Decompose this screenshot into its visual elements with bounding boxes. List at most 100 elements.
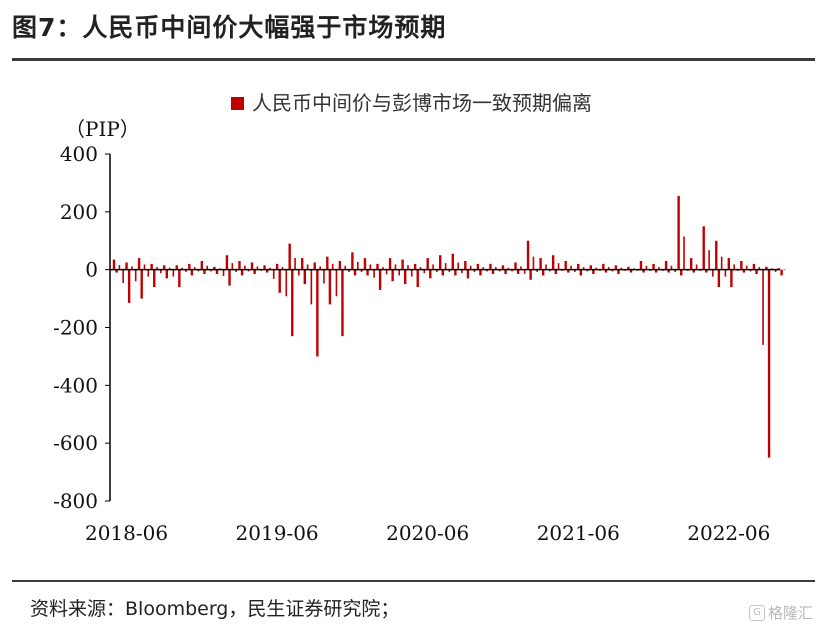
bar-negative <box>298 269 300 276</box>
bar-positive <box>319 266 321 270</box>
bar-negative <box>328 269 332 305</box>
bar-positive <box>740 260 743 270</box>
bar-positive <box>457 262 459 270</box>
bar-negative <box>122 269 124 283</box>
x-tick-label: 2019-06 <box>236 521 319 545</box>
bar-negative <box>228 269 231 286</box>
bar-positive <box>394 264 397 270</box>
bar-positive <box>758 267 761 270</box>
bar-negative <box>473 269 476 272</box>
bar-negative <box>617 269 620 275</box>
bar-positive <box>306 264 309 270</box>
bar-negative <box>504 269 507 275</box>
figure-title: 图7：人民币中间价大幅强于市场预期 <box>12 13 447 42</box>
bar-negative <box>410 269 413 277</box>
bar-negative <box>654 269 658 273</box>
bar-negative <box>742 269 746 273</box>
bar-positive <box>469 265 472 270</box>
bar-positive <box>444 263 447 270</box>
bar-negative <box>774 269 777 272</box>
bar-negative <box>235 269 237 272</box>
bar-positive <box>193 267 196 270</box>
bar-positive <box>545 264 547 270</box>
bar-negative <box>278 269 281 293</box>
bar-negative <box>416 269 419 288</box>
bar-negative <box>466 269 470 279</box>
watermark: G 格隆汇 <box>748 602 813 623</box>
bar-positive <box>238 260 241 270</box>
bar-positive <box>281 267 284 270</box>
bar-positive <box>451 253 454 270</box>
bar-negative <box>423 269 426 274</box>
bar-positive <box>733 264 736 270</box>
bar-negative <box>767 269 771 458</box>
y-axis-ticks: 400 200 0 -200 -400 -600 -800 <box>53 142 110 513</box>
legend-label: 人民币中间价与彭博市场一致预期偏离 <box>252 91 592 115</box>
bar-negative <box>373 269 375 278</box>
bar-positive <box>677 195 680 270</box>
bar-positive <box>231 263 234 270</box>
bar-positive <box>489 263 492 270</box>
bar-positive <box>577 263 580 270</box>
source-note: 资料来源：Bloomberg，民生证券研究院； <box>30 598 400 620</box>
bar-negative <box>378 269 382 290</box>
bar-negative <box>190 269 194 276</box>
bar-negative <box>353 269 357 276</box>
bar-positive <box>131 266 133 270</box>
bar-negative <box>115 269 118 273</box>
bar-positive <box>720 256 723 270</box>
y-tick-label: 0 <box>85 258 98 282</box>
bar-positive <box>356 261 359 270</box>
bar-positive <box>156 267 158 270</box>
y-tick-label: -600 <box>53 431 98 455</box>
bar-negative <box>667 269 670 273</box>
bar-negative <box>611 269 614 272</box>
bar-negative <box>165 269 168 279</box>
bar-negative <box>360 269 363 272</box>
bar-negative <box>712 269 714 277</box>
bar-negative <box>147 269 150 277</box>
bar-negative <box>341 269 344 337</box>
bar-negative <box>441 269 445 276</box>
bar-positive <box>520 266 522 270</box>
bar-positive <box>118 265 121 270</box>
bar-positive <box>752 263 756 270</box>
bar-negative <box>604 269 608 273</box>
bar-positive <box>407 265 409 270</box>
bar-negative <box>536 269 539 272</box>
bar-positive <box>206 265 209 270</box>
bar-negative <box>247 269 250 272</box>
bar-negative <box>579 269 583 276</box>
bar-positive <box>363 258 367 270</box>
bar-negative <box>516 269 520 275</box>
bar-negative <box>140 269 143 299</box>
bar-positive <box>727 258 731 270</box>
y-tick-label: 200 <box>60 200 98 224</box>
bar-negative <box>403 269 407 285</box>
bar-negative <box>178 269 181 288</box>
bar-positive <box>627 266 630 270</box>
bar-positive <box>263 265 266 270</box>
bar-negative <box>692 269 695 273</box>
bar-negative <box>210 269 212 272</box>
bar-positive <box>476 263 480 270</box>
bar-negative <box>491 269 495 275</box>
bar-positive <box>501 265 505 270</box>
legend-swatch <box>231 97 244 110</box>
bar-positive <box>715 240 718 270</box>
bar-positive <box>200 260 204 270</box>
bar-positive <box>401 259 404 270</box>
bar-positive <box>250 262 254 270</box>
bar-positive <box>225 255 229 270</box>
bar-negative <box>310 269 313 305</box>
bar-positive <box>783 269 786 270</box>
bar-negative <box>159 269 162 274</box>
bar-negative <box>240 269 244 276</box>
y-tick-label: -200 <box>53 316 98 340</box>
bar-positive <box>439 255 442 270</box>
bar-negative <box>203 269 206 275</box>
bar-negative <box>391 269 394 282</box>
bar-negative <box>172 269 175 277</box>
bar-negative <box>642 269 645 273</box>
bar-negative <box>215 269 219 275</box>
